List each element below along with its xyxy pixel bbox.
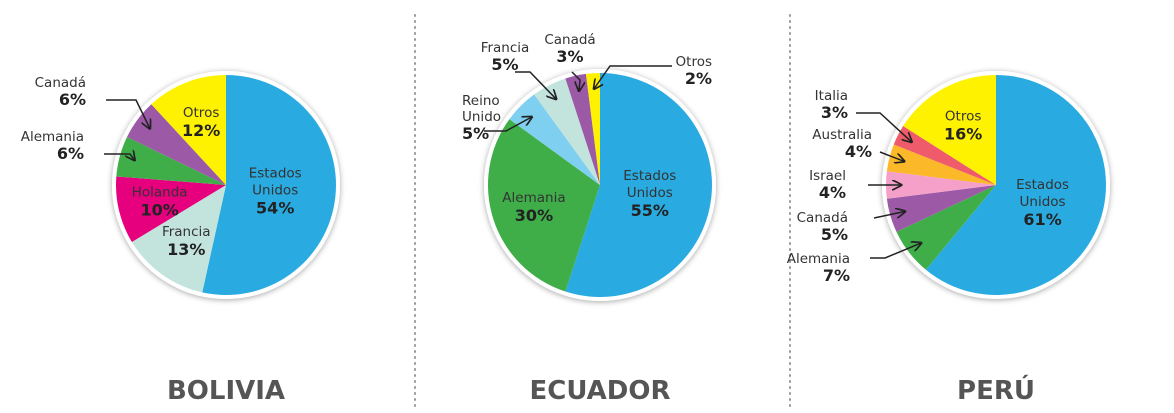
slice-value: 61% (1023, 210, 1061, 229)
pie-slice (151, 75, 226, 185)
callout-arrow (106, 99, 150, 129)
slice-label: Francia (162, 224, 211, 240)
pie-slice (115, 176, 226, 242)
chart-title: PERÚ (957, 374, 1035, 406)
callout-label: Australia (812, 127, 872, 143)
pie-slice (886, 171, 996, 199)
pie-slice (116, 137, 226, 185)
pie-slice (131, 185, 226, 293)
slice-label: Otros (945, 109, 981, 125)
slice-value: 55% (631, 201, 669, 220)
callout-arrow (870, 243, 921, 259)
callout-label: Canadá (544, 32, 595, 48)
slice-label: Estados Unidos (1016, 177, 1069, 210)
slice-value: 10% (140, 200, 178, 219)
chart-title: ECUADOR (530, 376, 671, 406)
callout-arrow (873, 211, 905, 219)
callout-label: Italia (815, 88, 848, 104)
callout-arrow (594, 65, 672, 89)
callout-arrow (879, 151, 904, 161)
pie-slice (534, 78, 600, 185)
callout-value: 2% (685, 69, 712, 88)
pie-slice (202, 75, 337, 296)
callout-value: 3% (821, 103, 848, 122)
callout-arrow (484, 117, 532, 132)
pie-slice (886, 185, 996, 232)
pie-slice (488, 119, 600, 292)
pie-slice (925, 75, 1106, 295)
callout-label: Canadá (35, 75, 86, 91)
callout-value: 5% (462, 124, 489, 143)
callout-arrow (571, 71, 580, 91)
pie-slice (565, 73, 712, 297)
callout-value: 4% (819, 183, 846, 202)
slice-label: Alemania (502, 190, 565, 206)
callout-arrow (104, 154, 135, 160)
slice-label: Estados Unidos (623, 168, 676, 201)
pie-slice (893, 126, 996, 185)
callout-value: 6% (57, 144, 84, 163)
slice-value: 16% (944, 125, 982, 144)
callout-value: 5% (821, 225, 848, 244)
callout-value: 3% (556, 47, 583, 66)
pie-slice (585, 73, 600, 185)
slice-value: 30% (515, 206, 553, 225)
callout-label: Alemania (21, 129, 84, 145)
callout-value: 5% (491, 55, 518, 74)
callout-label: Reino Unido (462, 93, 501, 125)
callout-value: 4% (845, 142, 872, 161)
callout-value: 6% (59, 90, 86, 109)
pie-slice (565, 73, 600, 185)
slice-value: 12% (182, 121, 220, 140)
callout-label: Otros (676, 54, 712, 70)
callout-label: Canadá (797, 210, 848, 226)
slice-value: 54% (256, 198, 294, 217)
slice-label: Holanda (132, 184, 188, 200)
slice-label: Estados Unidos (249, 165, 302, 198)
pie-slice (903, 75, 996, 185)
callout-value: 7% (823, 266, 850, 285)
pie-slice (126, 104, 226, 185)
callout-label: Israel (809, 168, 846, 184)
chart-title: BOLIVIA (167, 376, 285, 406)
slice-label: Otros (183, 105, 219, 121)
callout-arrow (856, 112, 912, 142)
slice-value: 13% (167, 240, 205, 259)
callout-arrow (515, 71, 556, 99)
callout-label: Alemania (787, 251, 850, 267)
pie-slice (886, 144, 996, 185)
callout-label: Francia (481, 40, 530, 56)
